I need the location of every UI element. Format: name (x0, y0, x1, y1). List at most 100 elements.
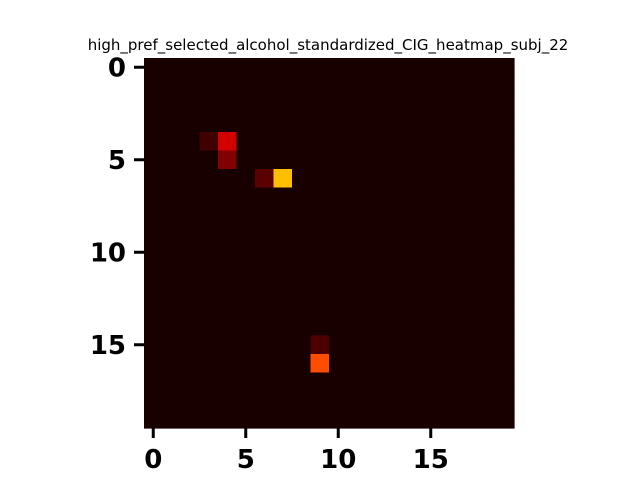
heatmap-cell-r14-c13 (384, 317, 404, 337)
heatmap-cell-r8-c5 (236, 206, 256, 226)
heatmap-cell-r13-c18 (477, 298, 497, 318)
heatmap-cell-r1-c4 (218, 76, 238, 96)
heatmap-cell-r15-c1 (162, 335, 182, 355)
heatmap-cell-r9-c16 (440, 224, 460, 244)
heatmap-cell-r9-c1 (162, 224, 182, 244)
heatmap-cell-r6-c14 (403, 169, 423, 189)
heatmap-cell-r13-c8 (292, 298, 312, 318)
heatmap-cell-r14-c8 (292, 317, 312, 337)
heatmap-cell-r15-c9 (310, 335, 330, 355)
heatmap-cell-r4-c9 (310, 132, 330, 152)
heatmap-cell-r10-c3 (199, 243, 219, 263)
heatmap-cell-r11-c8 (292, 261, 312, 281)
heatmap-cell-r17-c6 (255, 372, 275, 392)
heatmap-cell-r5-c18 (477, 150, 497, 170)
heatmap-cell-r10-c19 (495, 243, 515, 263)
heatmap-cell-r2-c8 (292, 95, 312, 115)
heatmap-cell-r13-c15 (421, 298, 441, 318)
heatmap-cell-r3-c15 (421, 113, 441, 133)
heatmap-cell-r16-c15 (421, 354, 441, 374)
heatmap-cell-r5-c5 (236, 150, 256, 170)
heatmap-cell-r0-c14 (403, 58, 423, 78)
heatmap-cell-r15-c19 (495, 335, 515, 355)
heatmap-cell-r17-c13 (384, 372, 404, 392)
heatmap-cell-r14-c16 (440, 317, 460, 337)
heatmap-cell-r0-c7 (273, 58, 293, 78)
heatmap-cell-r2-c5 (236, 95, 256, 115)
heatmap-cell-r14-c4 (218, 317, 238, 337)
heatmap-cell-r15-c14 (403, 335, 423, 355)
heatmap-cell-r15-c15 (421, 335, 441, 355)
heatmap-cell-r13-c17 (458, 298, 478, 318)
heatmap-cell-r8-c15 (421, 206, 441, 226)
heatmap-cell-r14-c3 (199, 317, 219, 337)
heatmap-cell-r2-c14 (403, 95, 423, 115)
heatmap-cell-r17-c11 (347, 372, 367, 392)
heatmap-cell-r9-c9 (310, 224, 330, 244)
heatmap-cell-r17-c8 (292, 372, 312, 392)
heatmap-cell-r15-c6 (255, 335, 275, 355)
heatmap-cell-r6-c12 (366, 169, 386, 189)
heatmap-cell-r1-c10 (329, 76, 349, 96)
heatmap-cell-r3-c9 (310, 113, 330, 133)
heatmap-cell-r7-c17 (458, 187, 478, 207)
heatmap-cell-r15-c13 (384, 335, 404, 355)
heatmap-cell-r4-c15 (421, 132, 441, 152)
heatmap-cell-r13-c10 (329, 298, 349, 318)
heatmap-cell-r12-c19 (495, 280, 515, 300)
heatmap-cell-r14-c15 (421, 317, 441, 337)
heatmap-cell-r10-c11 (347, 243, 367, 263)
heatmap-cell-r7-c19 (495, 187, 515, 207)
heatmap-cell-r8-c17 (458, 206, 478, 226)
heatmap-cell-r3-c0 (144, 113, 164, 133)
heatmap-cell-r5-c9 (310, 150, 330, 170)
heatmap-cell-r0-c5 (236, 58, 256, 78)
heatmap-cell-r17-c2 (181, 372, 201, 392)
heatmap-cell-r1-c9 (310, 76, 330, 96)
heatmap-cell-r18-c1 (162, 391, 182, 411)
heatmap-cell-r7-c9 (310, 187, 330, 207)
heatmap-cell-r16-c9 (310, 354, 330, 374)
heatmap-cell-r10-c9 (310, 243, 330, 263)
heatmap-cell-r9-c0 (144, 224, 164, 244)
heatmap-cell-r8-c12 (366, 206, 386, 226)
heatmap-cell-r1-c16 (440, 76, 460, 96)
heatmap-cell-r4-c10 (329, 132, 349, 152)
heatmap-cell-r6-c0 (144, 169, 164, 189)
heatmap-cell-r3-c1 (162, 113, 182, 133)
heatmap-cell-r2-c19 (495, 95, 515, 115)
heatmap-cell-r6-c16 (440, 169, 460, 189)
heatmap-cell-r5-c13 (384, 150, 404, 170)
heatmap-cell-r10-c12 (366, 243, 386, 263)
heatmap-cell-r0-c15 (421, 58, 441, 78)
heatmap-cell-r16-c10 (329, 354, 349, 374)
heatmap-cell-r13-c5 (236, 298, 256, 318)
heatmap-cell-r0-c13 (384, 58, 404, 78)
heatmap-cell-r9-c8 (292, 224, 312, 244)
heatmap-cell-r10-c0 (144, 243, 164, 263)
heatmap-cell-r1-c14 (403, 76, 423, 96)
heatmap-cell-r18-c13 (384, 391, 404, 411)
heatmap-cell-r0-c17 (458, 58, 478, 78)
heatmap-cell-r19-c7 (273, 409, 293, 429)
heatmap-cell-r11-c13 (384, 261, 404, 281)
heatmap-cell-r6-c4 (218, 169, 238, 189)
heatmap-cell-r3-c2 (181, 113, 201, 133)
heatmap-cell-r7-c0 (144, 187, 164, 207)
heatmap-cell-r15-c7 (273, 335, 293, 355)
heatmap-cell-r10-c7 (273, 243, 293, 263)
heatmap-cell-r19-c6 (255, 409, 275, 429)
heatmap-cell-r1-c12 (366, 76, 386, 96)
heatmap-cell-r4-c18 (477, 132, 497, 152)
heatmap-cell-r14-c14 (403, 317, 423, 337)
heatmap-cell-r9-c7 (273, 224, 293, 244)
heatmap-cell-r7-c14 (403, 187, 423, 207)
heatmap-cell-r16-c12 (366, 354, 386, 374)
heatmap-cell-r16-c4 (218, 354, 238, 374)
heatmap-cell-r17-c15 (421, 372, 441, 392)
heatmap-cell-r8-c16 (440, 206, 460, 226)
heatmap-cell-r11-c12 (366, 261, 386, 281)
heatmap-cell-r19-c19 (495, 409, 515, 429)
heatmap-cell-r1-c8 (292, 76, 312, 96)
heatmap-cell-r16-c14 (403, 354, 423, 374)
